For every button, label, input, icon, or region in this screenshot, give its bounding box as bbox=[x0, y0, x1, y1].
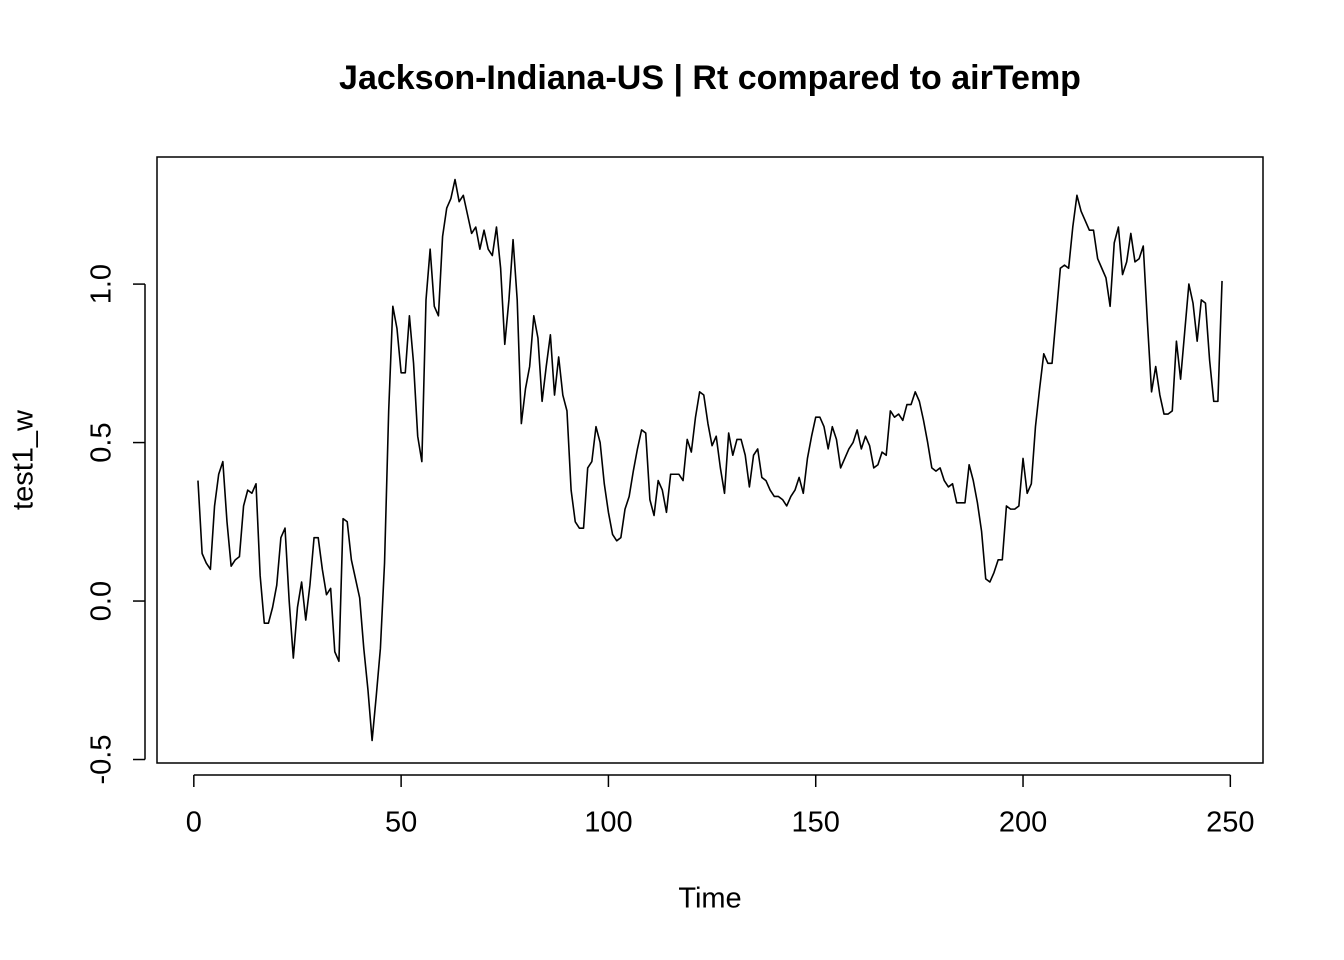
y-tick-label: 0.5 bbox=[86, 422, 118, 462]
x-axis-label: Time bbox=[678, 883, 741, 915]
x-tick-label: 150 bbox=[792, 807, 840, 839]
x-tick-label: 50 bbox=[385, 807, 417, 839]
x-tick-label: 250 bbox=[1206, 807, 1254, 839]
y-tick-label: 0.0 bbox=[86, 581, 118, 621]
y-axis-label: test1_w bbox=[8, 409, 40, 510]
chart-title: Jackson-Indiana-US | Rt compared to airT… bbox=[339, 59, 1081, 97]
plot-box bbox=[156, 156, 1264, 764]
x-tick-label: 100 bbox=[584, 807, 632, 839]
x-tick-label: 200 bbox=[999, 807, 1047, 839]
data-line bbox=[197, 178, 1223, 742]
x-tick-label: 0 bbox=[186, 807, 202, 839]
y-tick-label: 1.0 bbox=[86, 264, 118, 304]
y-tick-label: -0.5 bbox=[86, 735, 118, 785]
